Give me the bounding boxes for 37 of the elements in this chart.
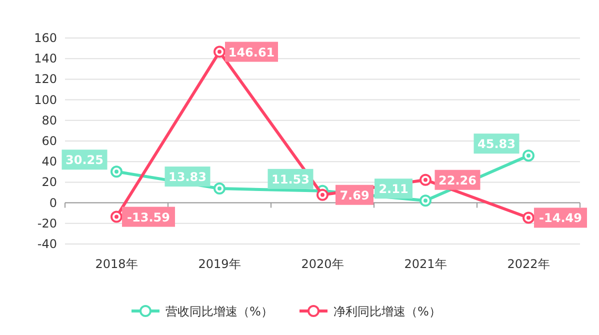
data-label: 30.25: [66, 153, 104, 168]
point: [214, 46, 226, 58]
point: [110, 166, 122, 178]
data-label: 146.61: [228, 45, 275, 60]
y-tick-label: 80: [42, 113, 57, 128]
point: [420, 194, 432, 207]
y-tick-label: 160: [34, 31, 57, 45]
x-tick-label: 2018年: [95, 257, 138, 271]
y-tick-label: -20: [37, 216, 57, 230]
point: [316, 188, 328, 201]
x-tick-label: 2019年: [198, 257, 241, 271]
y-tick-label: -40: [37, 237, 57, 251]
point: [522, 212, 534, 224]
y-tick-label: 100: [34, 92, 57, 107]
data-label: -13.59: [127, 210, 170, 224]
legend-label: 营收同比增速（%）: [166, 304, 273, 318]
y-tick-label: 0: [49, 196, 57, 210]
point: [214, 182, 226, 195]
data-label: -14.49: [539, 211, 582, 226]
x-tick-label: 2022年: [507, 257, 550, 271]
data-label: 13.83: [168, 170, 206, 184]
point: [420, 174, 432, 186]
data-label: 22.26: [438, 173, 476, 188]
data-label: 11.53: [272, 172, 310, 186]
y-tick-label: 140: [34, 52, 57, 66]
data-label: 45.83: [478, 137, 516, 152]
y-tick-label: 60: [42, 134, 57, 148]
data-label: 2.11: [378, 182, 408, 196]
x-tick-label: 2020年: [301, 257, 344, 271]
data-label: 7.69: [340, 188, 370, 202]
legend-label: 净利同比增速（%）: [334, 304, 441, 318]
point: [110, 210, 122, 223]
point: [522, 150, 534, 162]
y-tick-label: 20: [42, 175, 57, 190]
y-tick-label: 40: [42, 154, 57, 169]
x-tick-label: 2021年: [404, 257, 447, 271]
y-tick-label: 120: [34, 72, 57, 86]
